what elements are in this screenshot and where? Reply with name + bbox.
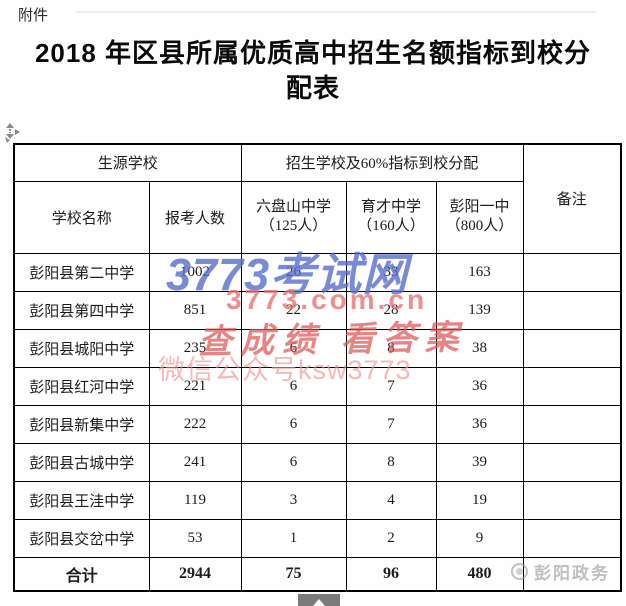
cell-yucai: 7	[345, 404, 437, 444]
cell-pengyangyizhong: 163	[435, 252, 524, 292]
header-school1-name: 六盘山中学	[256, 199, 332, 215]
header-remark: 备注	[522, 143, 622, 254]
cell-pengyangyizhong: 19	[435, 480, 524, 520]
header-row-columns: 学校名称 报考人数 六盘山中学 （125人） 育才中学 （160人） 彭阳一中 …	[13, 180, 621, 254]
cell-remark	[522, 366, 622, 406]
cell-liupanshan: 3	[240, 480, 347, 520]
header-allocation-group: 招生学校及60%指标到校分配	[240, 143, 524, 182]
cell-remark	[522, 518, 622, 558]
total-liupanshan: 75	[240, 556, 347, 592]
table-row: 彭阳县交岔中学 53 1 2 9	[13, 518, 622, 558]
cell-applicants: 851	[148, 290, 242, 330]
cell-yucai: 33	[345, 252, 437, 292]
table-row: 彭阳县第四中学 851 22 28 139	[13, 290, 622, 330]
header-school1-quota: （125人）	[259, 218, 328, 234]
attachment-label: 附件	[18, 8, 49, 24]
cell-yucai: 4	[345, 480, 437, 520]
cell-pengyangyizhong: 36	[435, 404, 524, 444]
cell-liupanshan: 6	[240, 328, 347, 368]
cell-liupanshan: 22	[240, 290, 347, 330]
cell-applicants: 1002	[148, 252, 242, 292]
cell-remark	[522, 442, 622, 482]
table-row: 彭阳县古城中学 241 6 8 39	[13, 442, 622, 482]
total-remark	[522, 556, 622, 592]
cell-school-name: 彭阳县新集中学	[13, 404, 150, 444]
table-row: 彭阳县城阳中学 235 6 8 38	[13, 328, 622, 368]
header-applicants: 报考人数	[148, 180, 242, 254]
header-source-school-group: 生源学校	[13, 143, 242, 182]
move-arrows-icon	[5, 123, 20, 143]
cell-school-name: 彭阳县第四中学	[13, 290, 150, 330]
page-title-line2: 配表	[285, 73, 340, 103]
cell-remark	[522, 328, 622, 368]
quota-allocation-table: 生源学校 招生学校及60%指标到校分配 备注 学校名称 报考人数 六盘山中学 （…	[13, 143, 623, 592]
header-school3-name: 彭阳一中	[449, 199, 510, 215]
cell-school-name: 彭阳县第二中学	[13, 252, 150, 292]
table-row: 彭阳县红河中学 221 6 7 36	[13, 366, 622, 406]
header-school-name: 学校名称	[13, 180, 150, 254]
header-school2: 育才中学 （160人）	[345, 180, 437, 254]
cell-yucai: 28	[345, 290, 437, 330]
page-title-line1: 2018 年区县所属优质高中招生名额指标到校分	[34, 38, 592, 68]
cell-applicants: 119	[148, 480, 242, 520]
cell-pengyangyizhong: 36	[435, 366, 524, 406]
cell-applicants: 235	[148, 328, 242, 368]
bottom-scroll-tab[interactable]	[298, 594, 340, 606]
cell-applicants: 221	[148, 366, 242, 406]
cell-remark	[522, 252, 622, 292]
header-school2-quota: （160人）	[357, 218, 425, 234]
header-school2-name: 育才中学	[361, 199, 422, 215]
cell-pengyangyizhong: 9	[435, 518, 524, 558]
cell-liupanshan: 1	[240, 518, 347, 558]
header-school3-quota: （800人）	[445, 218, 514, 234]
total-pengyangyizhong: 480	[435, 556, 524, 592]
cell-yucai: 8	[345, 442, 437, 482]
header-row-groups: 生源学校 招生学校及60%指标到校分配 备注	[13, 143, 622, 254]
total-label: 合计	[13, 556, 150, 592]
cell-school-name: 彭阳县红河中学	[13, 366, 150, 406]
cell-remark	[522, 480, 622, 520]
cell-liupanshan: 6	[240, 366, 347, 406]
cell-liupanshan: 6	[240, 442, 347, 482]
header-school1: 六盘山中学 （125人）	[240, 180, 347, 254]
cell-school-name: 彭阳县城阳中学	[13, 328, 150, 368]
total-applicants: 2944	[148, 556, 242, 592]
cell-yucai: 2	[345, 518, 437, 558]
cell-liupanshan: 26	[240, 252, 347, 292]
cell-pengyangyizhong: 39	[435, 442, 524, 482]
cell-school-name: 彭阳县古城中学	[13, 442, 150, 482]
table-row: 彭阳县王洼中学 119 3 4 19	[13, 480, 622, 520]
cell-liupanshan: 6	[240, 404, 347, 444]
cell-yucai: 8	[345, 328, 437, 368]
total-row: 合计 2944 75 96 480	[13, 556, 622, 592]
cell-applicants: 222	[148, 404, 242, 444]
divider-line	[76, 11, 596, 13]
cell-yucai: 7	[345, 366, 437, 406]
table-row: 彭阳县新集中学 222 6 7 36	[13, 404, 622, 444]
cell-school-name: 彭阳县交岔中学	[13, 518, 150, 558]
cell-remark	[522, 290, 622, 330]
table-move-handle-icon[interactable]	[3, 123, 23, 145]
cell-applicants: 241	[148, 442, 242, 482]
cell-pengyangyizhong: 139	[435, 290, 524, 330]
cell-pengyangyizhong: 38	[435, 328, 524, 368]
cell-remark	[522, 404, 622, 444]
total-yucai: 96	[345, 556, 437, 592]
cell-applicants: 53	[148, 518, 242, 558]
cell-school-name: 彭阳县王洼中学	[13, 480, 150, 520]
table-row: 彭阳县第二中学 1002 26 33 163	[13, 252, 622, 292]
header-school3: 彭阳一中 （800人）	[435, 180, 524, 254]
page-title: 2018 年区县所属优质高中招生名额指标到校分 配表	[0, 36, 626, 106]
